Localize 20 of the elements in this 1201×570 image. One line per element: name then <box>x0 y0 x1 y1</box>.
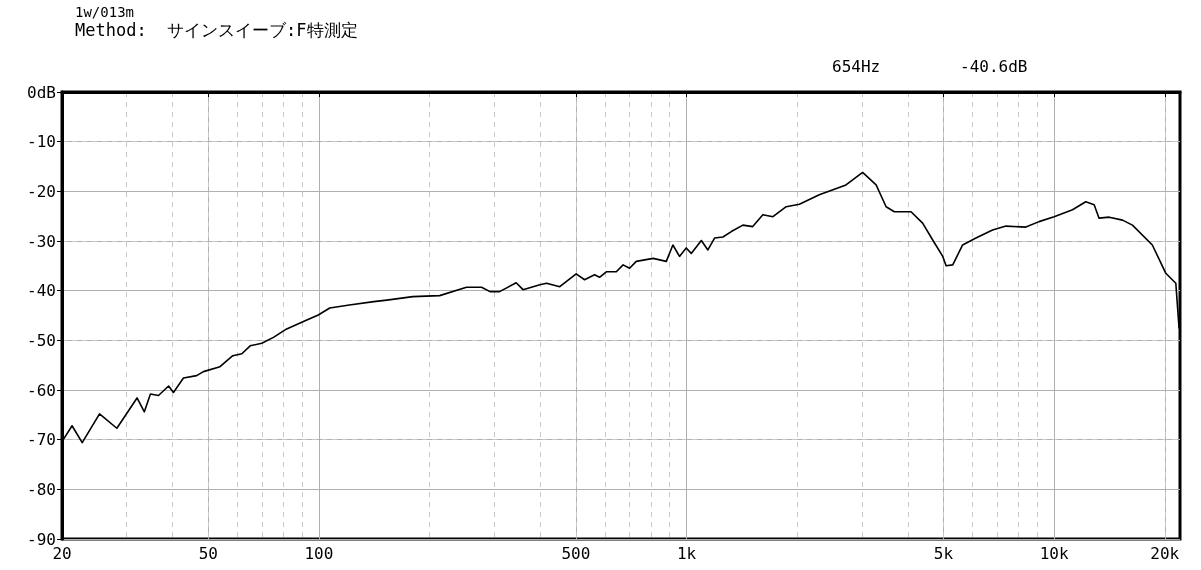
x-tick-label: 1k <box>676 543 697 563</box>
y-tick-label: -60 <box>27 380 56 400</box>
y-tick-label: -80 <box>27 479 56 499</box>
y-tick-label: -10 <box>27 132 56 152</box>
y-tick-label: -20 <box>27 181 56 201</box>
chart-title: 1w/013m <box>75 4 135 20</box>
x-tick-label: 5k <box>933 543 954 563</box>
x-tick-label: 100 <box>304 543 334 563</box>
x-tick-label: 500 <box>561 543 591 563</box>
text: -40.6dB <box>960 56 1028 76</box>
x-tick-label: 20k <box>1150 543 1180 563</box>
y-tick-label: -70 <box>27 430 56 450</box>
y-tick-label: -40 <box>27 281 56 301</box>
y-tick-label: -30 <box>27 231 56 251</box>
text: 654Hz <box>832 56 881 76</box>
y-tick-label: 0dB <box>27 82 56 102</box>
x-tick-label: 50 <box>198 543 218 563</box>
y-tick-label: -50 <box>27 330 56 350</box>
chart-subtitle: Method: サインスイーブ:F特測定 <box>75 19 358 40</box>
x-tick-label: 10k <box>1039 543 1069 563</box>
